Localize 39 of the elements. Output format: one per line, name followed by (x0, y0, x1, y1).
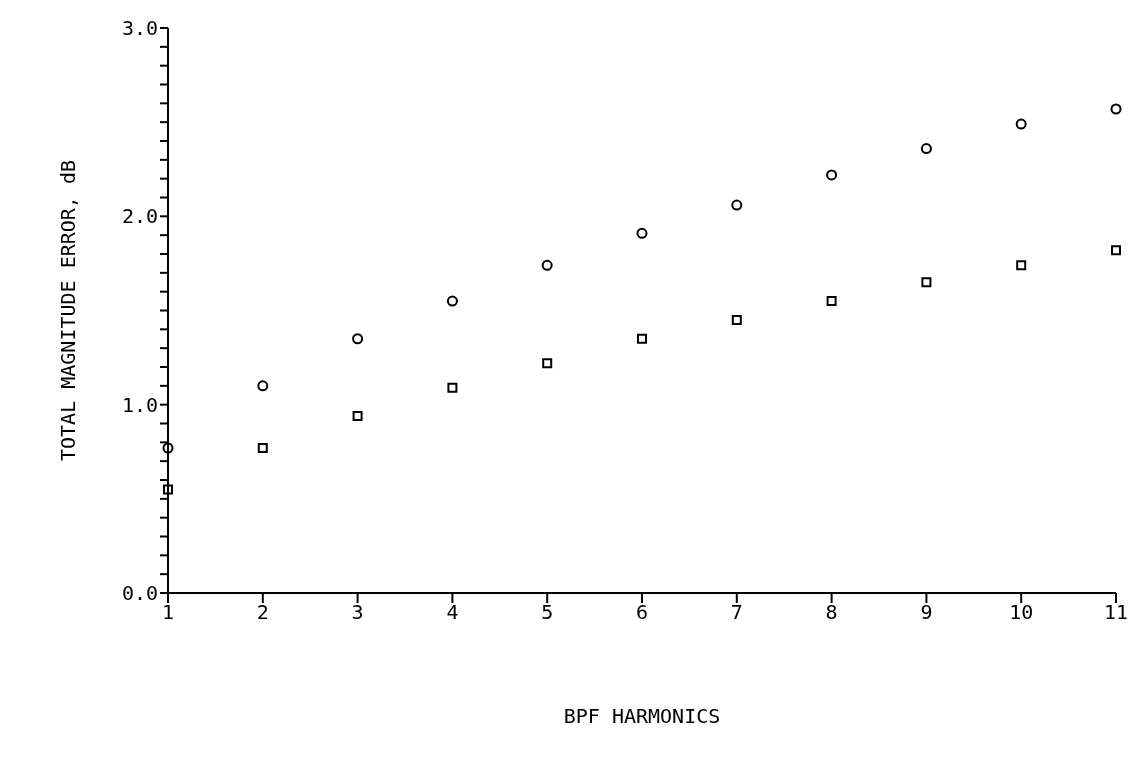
x-tick-label: 10 (1009, 600, 1034, 625)
point (826, 169, 838, 181)
x-tick-label: 8 (825, 600, 838, 625)
point (541, 259, 553, 271)
y-tick-label: 1.0 (121, 392, 158, 417)
y-tick-label: 2.0 (121, 204, 158, 229)
point (921, 277, 932, 288)
point (163, 484, 173, 495)
x-tick-label: 1 (161, 600, 175, 625)
point (826, 296, 837, 307)
point (636, 227, 648, 239)
x-tick-label: 5 (541, 600, 554, 625)
point (542, 358, 553, 369)
x-axis-title: BPF HARMONICS (563, 704, 721, 728)
point (731, 199, 743, 211)
point (1016, 260, 1027, 271)
point (352, 410, 363, 421)
x-tick-label: 2 (256, 600, 269, 625)
x-tick-label: 3 (351, 600, 364, 625)
x-tick-label: 4 (446, 600, 459, 625)
point (352, 333, 364, 345)
point (447, 382, 458, 393)
y-axis-title: TOTAL MAGNITUDE ERROR, dB (56, 159, 81, 462)
point (731, 314, 742, 325)
point (637, 333, 647, 344)
x-tick-label: 11 (1103, 600, 1129, 625)
point (1111, 245, 1121, 256)
x-tick-label: 9 (920, 600, 933, 625)
point (257, 442, 268, 453)
x-tick-label: 6 (635, 600, 649, 625)
point (920, 143, 932, 155)
y-tick-label: 3.0 (121, 16, 158, 41)
point (1110, 103, 1122, 115)
point (1015, 118, 1027, 130)
point (162, 442, 174, 454)
point (257, 380, 269, 392)
point (446, 295, 458, 307)
y-tick-label: 0.0 (121, 581, 158, 606)
x-tick-label: 7 (730, 600, 743, 625)
